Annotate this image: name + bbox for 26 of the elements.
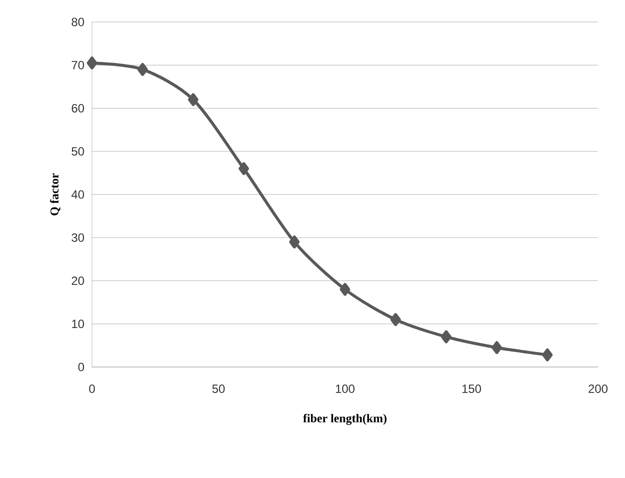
y-tick-label: 20 xyxy=(72,276,84,285)
x-tick-label: 50 xyxy=(212,384,225,393)
x-axis-title: fiber length(km) xyxy=(303,414,386,425)
point xyxy=(390,313,401,326)
x-tick-label: 150 xyxy=(462,384,482,393)
y-tick-label: 10 xyxy=(72,320,84,328)
x-tick-label: 100 xyxy=(336,384,355,393)
point xyxy=(289,235,300,248)
y-tick-label: 60 xyxy=(72,104,84,112)
y-axis-title: Q factor xyxy=(50,173,60,216)
x-tick-label: 200 xyxy=(588,384,608,393)
point xyxy=(492,341,502,354)
point xyxy=(340,282,350,296)
point xyxy=(86,56,98,70)
y-tick-label: 30 xyxy=(72,233,84,242)
y-tick-label: 40 xyxy=(71,190,84,199)
x-tick-label: 0 xyxy=(89,384,95,393)
y-tick-label: 80 xyxy=(72,18,84,26)
point xyxy=(542,348,553,362)
y-tick-label: 70 xyxy=(72,60,84,70)
point xyxy=(238,162,250,176)
y-tick-label: 0 xyxy=(78,362,84,372)
point xyxy=(137,62,148,76)
point xyxy=(188,93,198,106)
point xyxy=(440,330,452,344)
y-tick-label: 50 xyxy=(72,147,84,156)
